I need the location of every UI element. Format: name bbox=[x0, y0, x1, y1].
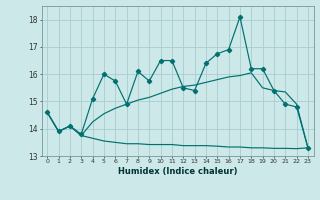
X-axis label: Humidex (Indice chaleur): Humidex (Indice chaleur) bbox=[118, 167, 237, 176]
